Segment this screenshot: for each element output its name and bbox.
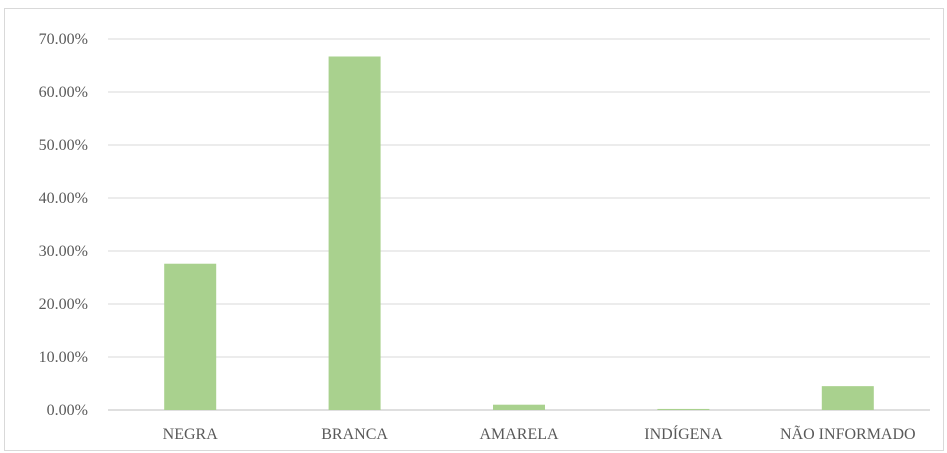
y-axis-tick-labels: 0.00% 10.00% 20.00% 30.00% 40.00% 50.00% 60.00… bbox=[39, 31, 88, 419]
chart-frame bbox=[4, 8, 944, 451]
x-axis-category-labels: NEGRA BRANCA AMARELA INDÍGENA NÃO INFORMADO bbox=[163, 424, 916, 443]
x-category-label: INDÍGENA bbox=[644, 424, 723, 443]
bar-amarela bbox=[493, 404, 545, 410]
y-tick-label: 20.00% bbox=[39, 296, 88, 313]
x-category-label: AMARELA bbox=[479, 426, 559, 443]
x-category-label: NEGRA bbox=[163, 426, 219, 443]
y-tick-label: 30.00% bbox=[39, 243, 88, 260]
bar-não-informado bbox=[821, 386, 874, 410]
x-category-label: BRANCA bbox=[321, 426, 388, 443]
y-tick-label: 0.00% bbox=[47, 402, 88, 419]
bar-branca bbox=[328, 56, 381, 411]
y-tick-label: 10.00% bbox=[39, 349, 88, 366]
x-category-label: NÃO INFORMADO bbox=[780, 425, 916, 443]
y-tick-label: 70.00% bbox=[39, 31, 88, 48]
y-tick-label: 40.00% bbox=[39, 190, 88, 207]
bar-negra bbox=[164, 263, 217, 410]
y-tick-label: 50.00% bbox=[39, 137, 88, 154]
gridlines bbox=[108, 38, 930, 411]
bars bbox=[164, 56, 874, 411]
bar-indígena bbox=[657, 408, 710, 410]
y-tick-label: 60.00% bbox=[39, 84, 88, 101]
